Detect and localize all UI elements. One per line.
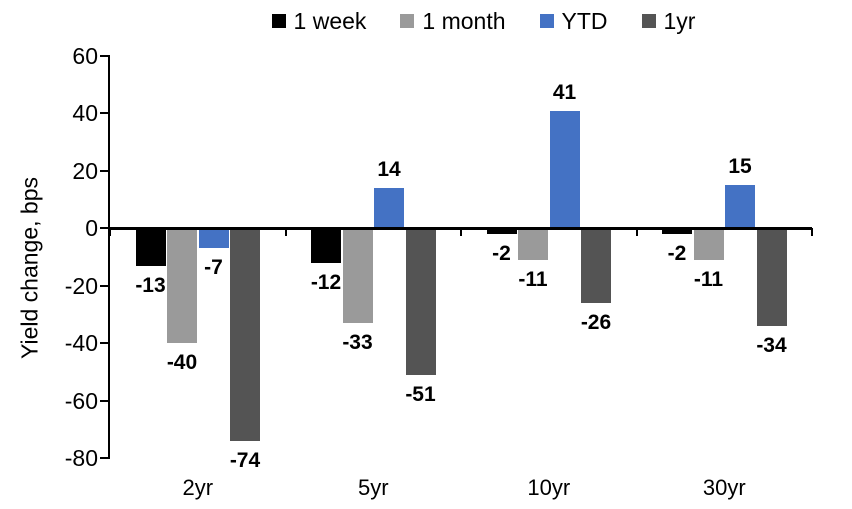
legend-label: YTD — [561, 7, 608, 34]
bar-YTD-2yr — [198, 228, 229, 249]
bar-YTD-30yr — [725, 185, 755, 229]
legend-label: 1yr — [663, 7, 696, 34]
data-label: -26 — [580, 310, 612, 334]
bar-1-month-30yr — [693, 228, 724, 260]
bar-1-week-5yr — [311, 228, 341, 263]
data-label: -51 — [405, 382, 436, 406]
legend-item-1: 1 month — [400, 7, 506, 34]
legend-item-3: 1yr — [641, 7, 696, 34]
bar-1-month-10yr — [518, 228, 548, 260]
legend-swatch-icon — [539, 14, 554, 28]
data-label: -2 — [492, 242, 511, 266]
bar-YTD-5yr — [374, 188, 404, 229]
bar-YTD-10yr — [549, 110, 580, 229]
y-tick-label: 40 — [72, 100, 98, 127]
x-category-label: 10yr — [527, 475, 571, 500]
data-label: 41 — [552, 80, 577, 104]
chart-legend: 1 week 1 month YTD 1yr — [0, 6, 852, 36]
y-tick-label: -20 — [64, 272, 98, 299]
legend-swatch-icon — [400, 14, 415, 28]
data-label: 15 — [728, 155, 752, 179]
data-label: -74 — [229, 448, 261, 472]
y-tick-mark — [100, 399, 110, 402]
bar-1yr-2yr — [230, 228, 260, 441]
x-category-label: 2yr — [182, 475, 214, 500]
x-category-label: 5yr — [357, 475, 389, 500]
x-axis-boundary-tick — [460, 228, 462, 237]
bar-1-week-2yr — [135, 228, 166, 266]
y-axis-line — [108, 56, 110, 458]
data-label: -12 — [310, 270, 342, 294]
data-label: 14 — [377, 158, 401, 182]
y-tick-mark — [100, 342, 110, 345]
bar-1-month-5yr — [342, 228, 373, 324]
y-tick-mark — [100, 227, 110, 230]
data-label: -13 — [135, 273, 166, 297]
data-label: -11 — [518, 267, 548, 291]
y-tick-label: -80 — [64, 445, 98, 471]
legend-label: 1 month — [422, 7, 506, 34]
legend-label: 1 week — [293, 7, 367, 34]
x-axis-boundary-tick — [284, 228, 287, 237]
legend-item-2: YTD — [539, 7, 608, 34]
data-label: -40 — [166, 351, 198, 375]
y-tick-mark — [100, 457, 110, 459]
data-label: -34 — [756, 333, 787, 357]
legend-swatch-icon — [641, 14, 656, 28]
bar-1yr-30yr — [756, 228, 787, 326]
data-label: -2 — [667, 242, 687, 266]
x-category-label: 30yr — [702, 475, 746, 500]
data-label: -7 — [204, 256, 223, 280]
legend-item-0: 1 week — [271, 7, 367, 34]
x-axis-boundary-tick — [635, 228, 638, 237]
data-label: -33 — [342, 331, 373, 355]
y-tick-label: -40 — [64, 330, 98, 357]
x-axis-boundary-tick — [109, 228, 111, 237]
bar-1-week-10yr — [486, 228, 517, 235]
y-tick-mark — [100, 169, 110, 172]
y-tick-label: 20 — [72, 157, 98, 184]
legend-swatch-icon — [271, 14, 286, 28]
bar-1-week-30yr — [662, 228, 692, 235]
y-tick-label: 0 — [85, 215, 98, 242]
bar-1yr-5yr — [405, 228, 436, 375]
bar-1yr-10yr — [581, 228, 611, 303]
y-tick-label: -60 — [64, 387, 98, 414]
bar-1-month-2yr — [167, 228, 197, 344]
y-tick-label: 60 — [72, 43, 98, 69]
data-label: -11 — [693, 267, 724, 291]
y-tick-mark — [100, 55, 110, 57]
y-tick-mark — [100, 284, 110, 287]
x-axis-boundary-tick — [811, 228, 813, 237]
y-tick-mark — [100, 112, 110, 115]
